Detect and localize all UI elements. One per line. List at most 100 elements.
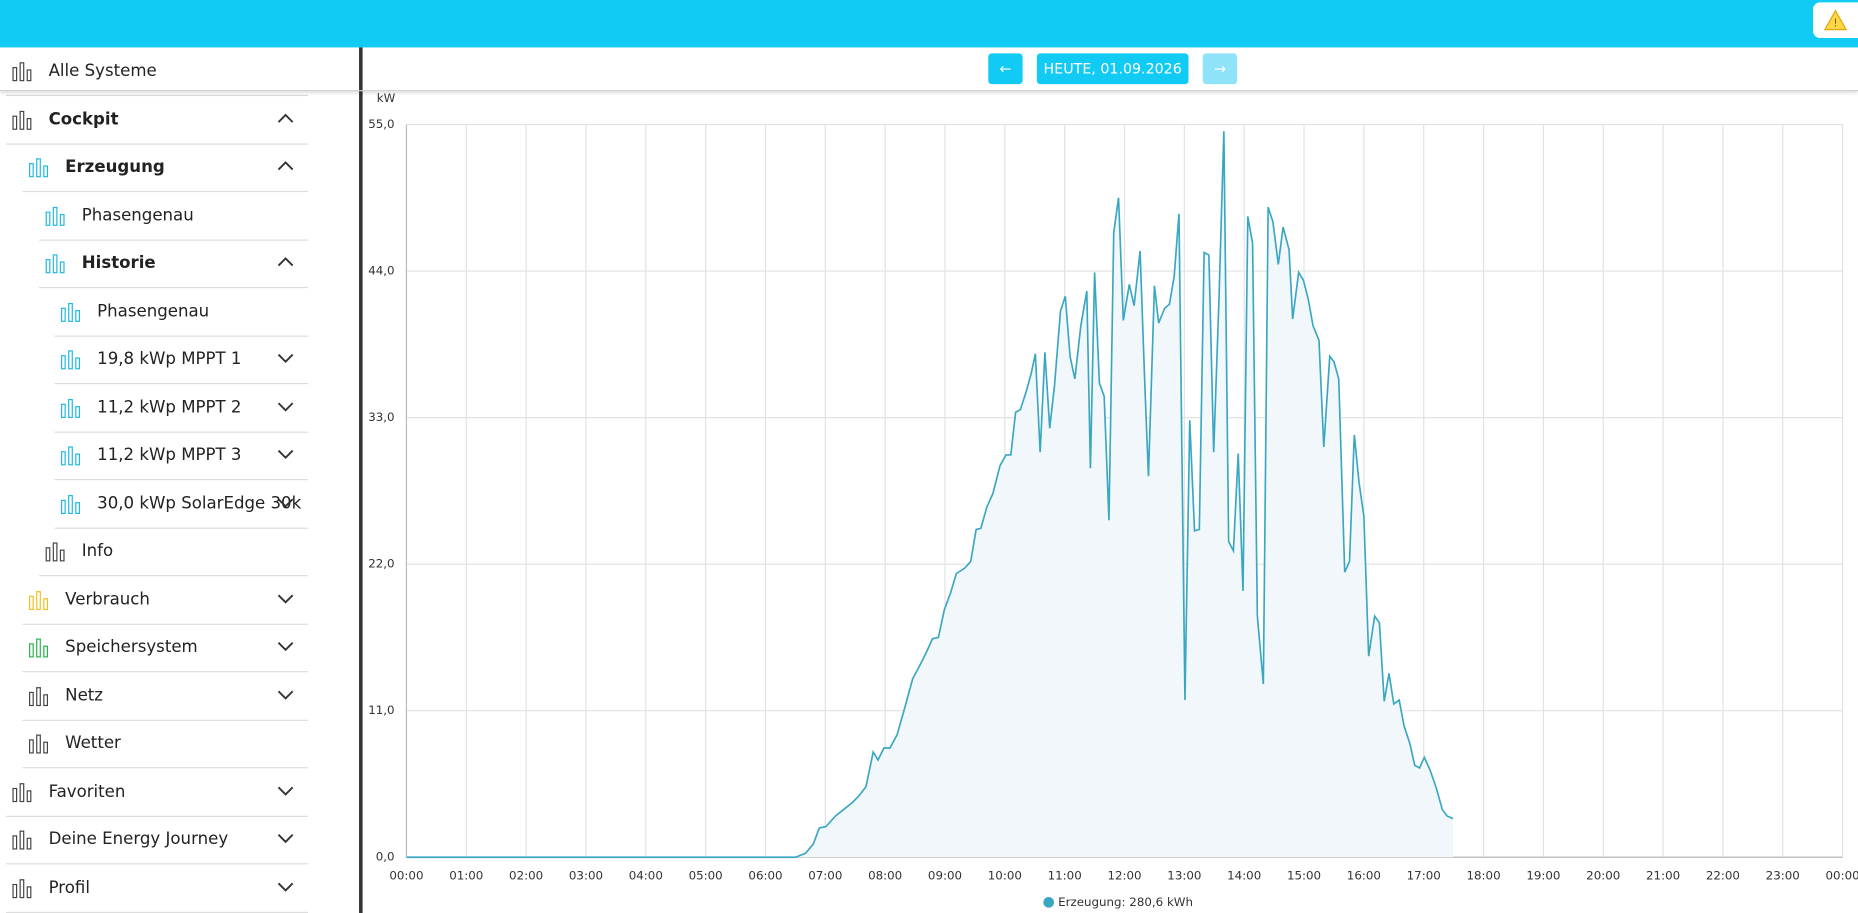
nav-label: Verbrauch — [65, 589, 150, 609]
chart: kW 0,0 11,0 22,0 33,0 44,0 55,0 00:00 01:00 02:00… — [368, 91, 1858, 909]
chevron[interactable] — [277, 592, 294, 604]
chevron[interactable] — [277, 832, 294, 844]
nav-icon — [61, 494, 80, 514]
nav-icon — [61, 302, 80, 322]
y-unit: kW — [377, 91, 396, 105]
nav-label: Erzeugung — [65, 157, 165, 177]
x-tick-label: 19:00 — [1526, 869, 1560, 883]
nav-icon — [12, 782, 32, 802]
x-tick-label: 17:00 — [1407, 869, 1441, 883]
sidebar: Alle Systeme Cockpit Erzeugung Phasengenau H… — [0, 47, 363, 913]
chevron[interactable] — [277, 640, 294, 652]
nav-icon — [12, 878, 32, 898]
top-bar: ! — [0, 0, 1858, 48]
nav-icon — [29, 638, 48, 658]
y-tick-label: 55,0 — [368, 117, 394, 131]
nav-icon — [12, 830, 32, 850]
x-tick-label: 09:00 — [928, 869, 962, 883]
y-tick-label: 44,0 — [368, 264, 394, 278]
nav-label: Phasengenau — [81, 205, 194, 225]
nav-item[interactable]: Favoriten — [5, 768, 309, 817]
nav-item[interactable]: Netz — [22, 672, 309, 721]
nav-label: Favoriten — [48, 781, 126, 801]
x-tick-label: 08:00 — [868, 869, 902, 883]
chevron[interactable] — [277, 400, 294, 412]
nav-label: Phasengenau — [97, 301, 210, 321]
nav-icon — [29, 590, 48, 610]
nav-item[interactable]: Erzeugung — [22, 143, 309, 193]
chevron[interactable] — [277, 688, 294, 700]
chevron[interactable] — [277, 496, 294, 508]
x-tick-label: 03:00 — [569, 869, 603, 883]
x-tick-label: 16:00 — [1347, 869, 1381, 883]
chevron[interactable] — [277, 160, 294, 172]
x-tick-label: 11:00 — [1048, 869, 1082, 883]
line — [406, 131, 1454, 859]
x-tick-label: 14:00 — [1227, 869, 1261, 883]
y-tick-label: 11,0 — [368, 703, 394, 717]
x-tick-label: 07:00 — [808, 869, 842, 883]
next-button[interactable]: → — [1202, 53, 1238, 85]
prev-button[interactable]: ← — [988, 53, 1023, 85]
warning[interactable]: ! — [1812, 2, 1858, 38]
nav-icon — [29, 686, 48, 706]
x-tick-label: 06:00 — [748, 869, 782, 883]
y-tick-label: 33,0 — [368, 410, 394, 424]
x-tick-label: 02:00 — [509, 869, 543, 883]
chevron[interactable] — [277, 352, 294, 364]
nav-item[interactable]: Deine Energy Journey — [5, 816, 309, 865]
nav-icon — [29, 158, 48, 178]
nav-icon — [45, 254, 65, 274]
x-tick-label: 13:00 — [1167, 869, 1201, 883]
x-tick-label: 00:00 — [389, 869, 423, 883]
nav-item[interactable]: Info — [39, 528, 309, 577]
nav-icon — [12, 110, 32, 130]
nav-item[interactable]: 11,2 kWp MPPT 3 — [54, 432, 309, 481]
nav-item[interactable]: Cockpit — [5, 95, 309, 145]
chevron[interactable] — [277, 784, 294, 796]
y-tick-label: 22,0 — [368, 557, 394, 571]
x-tick-label: 10:00 — [988, 869, 1022, 883]
nav-label: 30,0 kWp SolarEdge 30k — [97, 493, 302, 513]
nav-item[interactable]: Profil — [5, 864, 309, 913]
chevron[interactable] — [277, 112, 294, 124]
nav-label: Netz — [65, 685, 104, 705]
legend-marker — [1043, 896, 1055, 908]
nav-item[interactable]: Historie — [39, 240, 309, 289]
nav-icon — [61, 446, 80, 466]
chevron[interactable] — [277, 448, 294, 460]
nav-item[interactable]: 11,2 kWp MPPT 2 — [54, 384, 309, 433]
date-button[interactable]: HEUTE, 01.09.2026 — [1036, 53, 1189, 85]
nav-label: 19,8 kWp MPPT 1 — [97, 349, 242, 369]
x-tick-label: 22:00 — [1706, 869, 1740, 883]
x-tick-label: 05:00 — [689, 869, 723, 883]
y-tick-label: 0,0 — [376, 850, 395, 864]
nav-item[interactable]: 19,8 kWp MPPT 1 — [54, 336, 309, 385]
nav-label: Cockpit — [48, 109, 119, 129]
nav-item[interactable]: Verbrauch — [22, 576, 309, 625]
nav-label: Deine Energy Journey — [48, 829, 229, 849]
nav-item[interactable]: Wetter — [22, 720, 309, 769]
chevron[interactable] — [277, 880, 294, 892]
nav-label: Speichersystem — [65, 637, 198, 657]
svg-text:!: ! — [1833, 17, 1837, 30]
nav-icon — [61, 398, 80, 418]
date-nav: ← HEUTE, 01.09.2026 → — [0, 47, 1858, 92]
x-tick-label: 21:00 — [1646, 869, 1680, 883]
nav-label: Historie — [81, 253, 156, 273]
nav-item[interactable]: Phasengenau — [54, 288, 309, 337]
nav-icon — [12, 62, 32, 82]
nav-icon — [45, 542, 65, 562]
nav-item[interactable]: 30,0 kWp SolarEdge 30k — [54, 480, 309, 529]
nav-item[interactable]: Phasengenau — [39, 191, 309, 241]
x-tick-label: 00:00 — [1826, 869, 1858, 883]
nav-icon — [45, 206, 65, 226]
chevron[interactable] — [277, 256, 294, 268]
nav-icon — [61, 350, 80, 370]
nav-item[interactable]: Speichersystem — [22, 624, 309, 673]
x-tick-label: 20:00 — [1586, 869, 1620, 883]
nav-label: 11,2 kWp MPPT 3 — [97, 445, 242, 465]
nav-item[interactable]: Alle Systeme — [5, 47, 309, 97]
